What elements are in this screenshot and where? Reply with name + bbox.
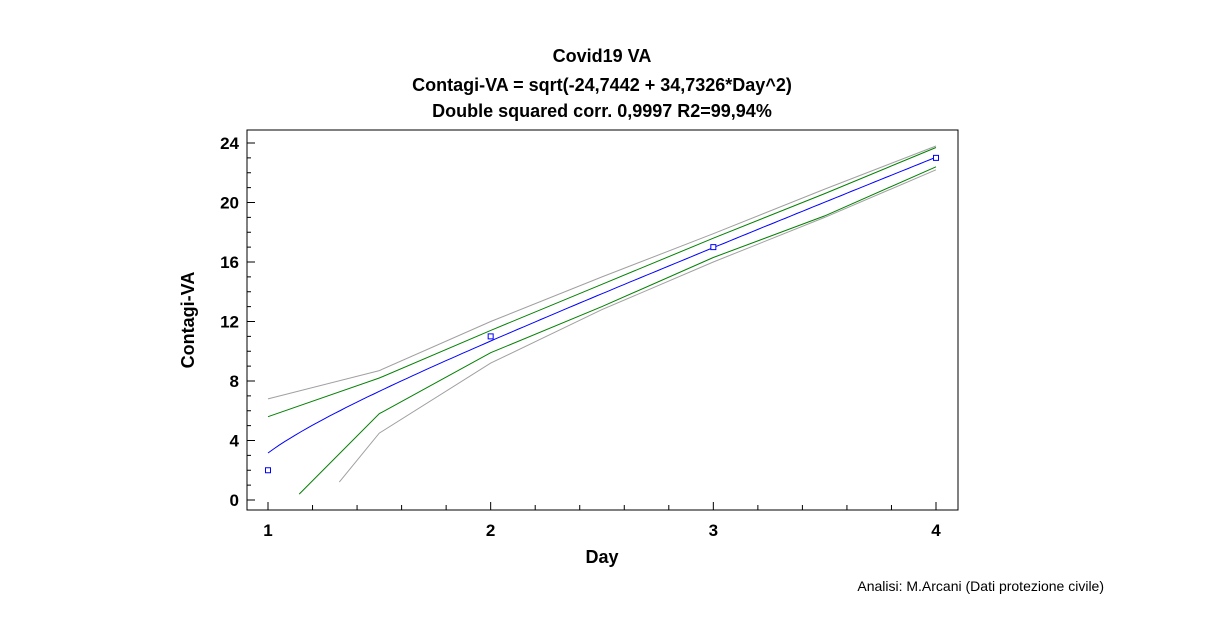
fit-line: [267, 156, 937, 454]
data-point: [710, 244, 717, 251]
y-axis-title: Contagi-VA: [178, 272, 198, 369]
x-tick-label: 1: [263, 521, 272, 540]
x-tick-label: 3: [709, 521, 718, 540]
y-tick-label: 24: [220, 134, 239, 153]
chart-title: Covid19 VA: [553, 46, 652, 66]
chart-subtitle: Contagi-VA = sqrt(-24,7442 + 34,7326*Day…: [412, 75, 792, 95]
y-tick-label: 4: [230, 432, 240, 451]
y-axis: 0 4 8 12 16 20 24: [220, 134, 255, 510]
y-tick-label: 12: [220, 313, 239, 332]
chart-subtitle-2: Double squared corr. 0,9997 R2=99,94%: [432, 101, 772, 121]
x-axis: 1 2 3 4: [263, 502, 941, 540]
y-tick-label: 0: [230, 491, 239, 510]
credit-note: Analisi: M.Arcani (Dati protezione civil…: [857, 578, 1104, 594]
x-tick-label: 4: [931, 521, 941, 540]
x-axis-title: Day: [585, 547, 618, 567]
confidence-lower-line: [298, 166, 937, 495]
data-point: [933, 154, 939, 161]
data-point: [265, 467, 271, 474]
plot-area: [246, 129, 959, 511]
bands-layer: [267, 145, 937, 495]
x-tick-label: 2: [486, 521, 495, 540]
y-tick-label: 20: [220, 194, 239, 213]
y-tick-label: 8: [230, 372, 239, 391]
y-tick-label: 16: [220, 253, 239, 272]
confidence-upper-line: [267, 147, 937, 418]
prediction-upper-line: [267, 145, 937, 400]
prediction-lower-line: [338, 169, 937, 483]
data-points: [265, 154, 939, 474]
data-point: [487, 333, 494, 340]
